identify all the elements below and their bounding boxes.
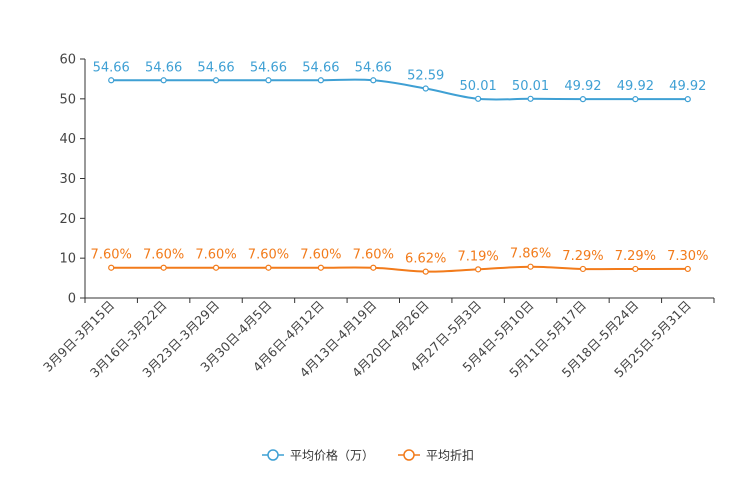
- discount-data-label: 7.60%: [143, 248, 184, 263]
- discount-data-label: 7.60%: [353, 248, 394, 263]
- discount-data-point[interactable]: [422, 268, 429, 275]
- discount-data-label: 7.30%: [667, 249, 708, 264]
- price-data-point[interactable]: [579, 96, 587, 103]
- price-data-label: 50.01: [460, 79, 497, 94]
- price-data-point[interactable]: [212, 77, 220, 84]
- discount-data-point[interactable]: [475, 266, 482, 273]
- discount-data-label: 7.60%: [300, 248, 341, 263]
- price-data-point[interactable]: [632, 96, 639, 103]
- chart-legend[interactable]: 平均价格（万） 平均折扣: [262, 448, 474, 463]
- price-data-label: 54.66: [93, 60, 130, 75]
- discount-data-label: 7.60%: [248, 248, 289, 263]
- discount-data-point[interactable]: [684, 265, 691, 273]
- discount-series-line: [111, 265, 688, 273]
- discount-data-label: 7.19%: [457, 249, 498, 264]
- y-tick-label: 40: [59, 132, 76, 147]
- y-tick-label: 0: [68, 292, 76, 307]
- price-data-label: 49.92: [669, 79, 706, 94]
- y-tick-label: 20: [59, 212, 76, 227]
- chart-axes: 01020304050603月9日-3月15日3月16日-3月22日3月23日-…: [40, 53, 715, 380]
- discount-data-label: 7.60%: [195, 248, 236, 263]
- price-data-point[interactable]: [265, 77, 272, 84]
- discount-data-label: 7.86%: [510, 247, 551, 262]
- price-data-label: 54.66: [250, 60, 287, 75]
- legend-discount-label: 平均折扣: [426, 448, 474, 463]
- discount-data-label: 7.60%: [91, 248, 132, 263]
- legend-discount-marker: [403, 449, 415, 461]
- legend-price-marker: [267, 449, 279, 461]
- price-data-point[interactable]: [317, 77, 324, 84]
- discount-data-point[interactable]: [265, 264, 272, 271]
- price-data-point[interactable]: [370, 77, 377, 84]
- y-tick-label: 50: [59, 92, 76, 107]
- price-series-line: [111, 78, 688, 101]
- price-data-label: 52.59: [407, 69, 444, 84]
- price-data-point[interactable]: [475, 95, 482, 102]
- price-data-point[interactable]: [108, 77, 115, 84]
- legend-item-discount[interactable]: 平均折扣: [398, 448, 474, 463]
- discount-data-point[interactable]: [160, 264, 167, 271]
- discount-data-point[interactable]: [527, 263, 534, 270]
- discount-data-point[interactable]: [579, 265, 587, 273]
- price-data-label: 54.66: [355, 60, 392, 75]
- price-data-label: 54.66: [145, 60, 182, 75]
- price-data-label: 54.66: [197, 60, 234, 75]
- chart-series: 54.66 54.66 54.66 54.66 54.66 54.66 52.59 50.01…: [91, 60, 708, 275]
- price-data-point[interactable]: [422, 85, 429, 92]
- discount-data-label: 7.29%: [615, 249, 656, 264]
- discount-data-point[interactable]: [317, 264, 324, 271]
- price-data-point[interactable]: [684, 96, 691, 103]
- y-tick-label: 30: [59, 172, 76, 187]
- price-data-label: 49.92: [617, 79, 654, 94]
- discount-data-point[interactable]: [632, 265, 639, 273]
- discount-data-point[interactable]: [370, 264, 377, 271]
- price-data-label: 49.92: [564, 79, 601, 94]
- legend-item-price[interactable]: 平均价格（万）: [262, 448, 374, 463]
- discount-data-point[interactable]: [212, 264, 220, 271]
- price-data-label: 54.66: [302, 60, 339, 75]
- legend-price-label: 平均价格（万）: [290, 448, 374, 463]
- price-data-label: 50.01: [512, 79, 549, 94]
- discount-data-label: 6.62%: [405, 252, 446, 267]
- discount-data-point[interactable]: [108, 264, 115, 271]
- price-data-point[interactable]: [527, 95, 534, 102]
- discount-data-label: 7.29%: [562, 249, 603, 264]
- price-data-point[interactable]: [160, 77, 167, 84]
- y-tick-label: 10: [59, 252, 76, 267]
- y-tick-label: 60: [59, 53, 76, 68]
